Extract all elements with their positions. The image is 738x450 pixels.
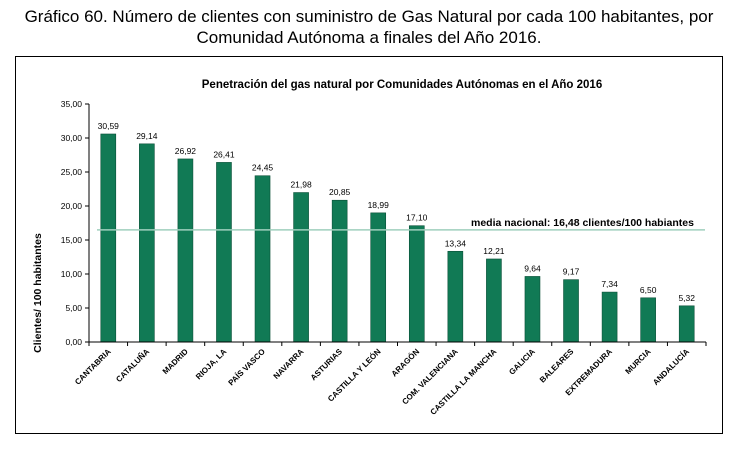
caption-line-2: Comunidad Autónoma a finales del Año 201… bbox=[196, 28, 542, 47]
value-label: 13,34 bbox=[445, 238, 467, 248]
bar bbox=[177, 158, 194, 343]
y-tick-label: 10,00 bbox=[61, 269, 83, 279]
value-label: 30,59 bbox=[98, 121, 120, 131]
x-tick-label: CANTABRIA bbox=[73, 347, 113, 387]
chart-frame: Penetración del gas natural por Comunida… bbox=[15, 56, 723, 434]
bar bbox=[331, 199, 348, 343]
value-label: 7,34 bbox=[601, 279, 618, 289]
bar bbox=[254, 175, 271, 343]
bar bbox=[447, 250, 464, 343]
value-label: 20,85 bbox=[329, 187, 351, 197]
value-label: 29,14 bbox=[136, 131, 158, 141]
bar bbox=[640, 297, 656, 343]
caption-line-1: Gráfico 60. Número de clientes con sumin… bbox=[24, 7, 714, 26]
figure-caption: Gráfico 60. Número de clientes con sumin… bbox=[0, 6, 738, 48]
value-label: 26,41 bbox=[213, 149, 235, 159]
x-tick-label: CASTILLA LA MANCHA bbox=[429, 347, 499, 417]
value-label: 6,50 bbox=[640, 285, 657, 295]
x-tick-label: MURCIA bbox=[624, 347, 653, 376]
bar bbox=[678, 305, 695, 343]
bar bbox=[601, 291, 618, 343]
x-tick-label: PAÍS VASCO bbox=[227, 347, 267, 387]
value-label: 17,10 bbox=[406, 213, 428, 223]
y-tick-label: 0,00 bbox=[65, 337, 82, 347]
value-label: 21,98 bbox=[290, 180, 312, 190]
value-label: 24,45 bbox=[252, 163, 274, 173]
y-tick-label: 15,00 bbox=[61, 235, 83, 245]
y-tick-label: 30,00 bbox=[61, 133, 83, 143]
reference-line-label: media nacional: 16,48 clientes/100 habia… bbox=[471, 217, 694, 229]
y-tick-label: 25,00 bbox=[61, 167, 83, 177]
value-label: 18,99 bbox=[368, 200, 390, 210]
x-tick-label: RIOJA, LA bbox=[194, 347, 228, 381]
x-tick-label: NAVARRA bbox=[272, 347, 306, 381]
x-tick-label: MADRID bbox=[161, 347, 190, 376]
bar-chart: Penetración del gas natural por Comunida… bbox=[32, 79, 707, 417]
y-axis-label: Clientes/ 100 habitantes bbox=[32, 233, 44, 353]
bar bbox=[370, 212, 387, 343]
value-label: 5,32 bbox=[678, 293, 695, 303]
x-tick-label: ARAGÓN bbox=[390, 347, 422, 379]
x-tick-label: ASTURIAS bbox=[309, 347, 345, 383]
x-tick-label: BALEARES bbox=[538, 347, 576, 385]
value-label: 12,21 bbox=[483, 246, 505, 256]
bar bbox=[486, 258, 502, 343]
x-tick-label: ANDALUCÍA bbox=[651, 347, 691, 387]
y-tick-label: 5,00 bbox=[65, 303, 82, 313]
bar bbox=[563, 279, 579, 343]
bar bbox=[139, 143, 155, 343]
bar bbox=[408, 225, 425, 343]
value-label: 26,92 bbox=[175, 146, 197, 156]
chart-title: Penetración del gas natural por Comunida… bbox=[202, 79, 602, 91]
bar bbox=[100, 133, 117, 343]
y-tick-label: 35,00 bbox=[61, 99, 83, 109]
bar bbox=[524, 276, 541, 343]
bar bbox=[216, 162, 232, 343]
bar bbox=[293, 192, 309, 343]
value-label: 9,17 bbox=[563, 267, 580, 277]
x-tick-label: GALICIA bbox=[507, 347, 537, 377]
x-tick-label: CATALUÑA bbox=[114, 347, 151, 384]
value-label: 9,64 bbox=[524, 263, 541, 273]
y-tick-label: 20,00 bbox=[61, 201, 83, 211]
